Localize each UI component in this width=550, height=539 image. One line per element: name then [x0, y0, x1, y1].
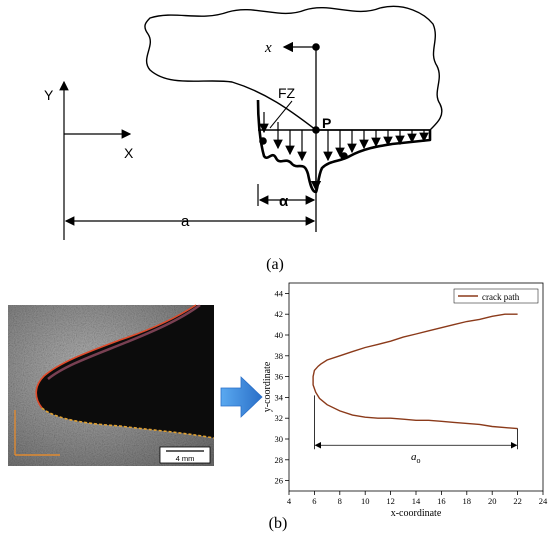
x-tick-label: 16	[437, 496, 446, 506]
x-tick-label: 22	[513, 496, 522, 506]
panel-b: 4 mm 4 6 8 10 12 14 16 18 20 22 24 26 28 30 32 34 36 38 4…	[8, 282, 548, 532]
legend: crack path	[453, 288, 539, 304]
x-tick-label: 14	[412, 496, 421, 506]
label-x: x	[264, 40, 272, 56]
caption-a: (a)	[266, 256, 284, 273]
y-tick-label: 34	[275, 392, 284, 402]
y-tick-label: 30	[275, 434, 284, 444]
caption-b: (b)	[269, 515, 288, 532]
label-alpha: α	[279, 193, 289, 210]
x-tick-label: 10	[361, 496, 370, 506]
legend-box	[453, 288, 539, 304]
y-tick-label: 40	[275, 330, 284, 340]
fusion-zone-boundary	[256, 99, 432, 194]
boundary-dot-right	[340, 152, 348, 160]
body-outline	[144, 5, 443, 131]
ao-label: ao	[411, 451, 421, 465]
legend-label: crack path	[482, 292, 520, 302]
y-tick-label: 32	[275, 413, 284, 423]
x-origin-dot	[312, 43, 320, 51]
y-ticks: 26 28 30 32 34 36 38 40 42 44	[275, 288, 289, 486]
x-tick-label: 6	[312, 496, 316, 506]
flux-arrows	[259, 112, 429, 162]
x-tick-label: 4	[287, 496, 292, 506]
plot-frame	[288, 282, 544, 492]
x-tick-label: 8	[338, 496, 342, 506]
y-tick-label: 36	[275, 372, 284, 382]
label-X: X	[124, 145, 134, 161]
y-axis-label: y-coordinate	[262, 361, 273, 412]
y-tick-label: 44	[275, 288, 284, 298]
label-a: a	[181, 213, 190, 230]
y-tick-label: 26	[275, 476, 284, 486]
fz-leader	[269, 100, 293, 129]
micrograph: 4 mm	[8, 303, 215, 466]
crack-dark-region	[36, 305, 214, 438]
y-tick-label: 38	[275, 351, 284, 361]
x-tick-label: 20	[488, 496, 497, 506]
x-ticks: 4 6 8 10 12 14 16 18 20 22 24	[287, 491, 548, 506]
y-tick-label: 28	[275, 455, 284, 465]
point-p-dot	[312, 126, 320, 134]
x-axis-label: x-coordinate	[391, 508, 442, 519]
label-fz: FZ	[278, 85, 296, 101]
label-Y: Y	[44, 87, 54, 103]
crack-trace-upper	[35, 304, 197, 409]
series-crack-path	[312, 313, 518, 430]
panel-a: x FZ P Y X α a (a)	[44, 5, 443, 273]
x-tick-label: 18	[463, 496, 472, 506]
boundary-dot-left	[259, 137, 267, 145]
scale-bar-label: 4 mm	[176, 454, 195, 463]
y-tick-label: 42	[275, 309, 284, 319]
crack-trace-lower	[41, 407, 215, 439]
crack-path-chart: 4 6 8 10 12 14 16 18 20 22 24 26 28 30 32 34 36 38 40 42 44…	[262, 282, 548, 519]
transform-arrow	[220, 376, 263, 418]
x-tick-label: 12	[386, 496, 395, 506]
x-tick-label: 24	[539, 496, 548, 506]
label-p: P	[322, 115, 331, 131]
